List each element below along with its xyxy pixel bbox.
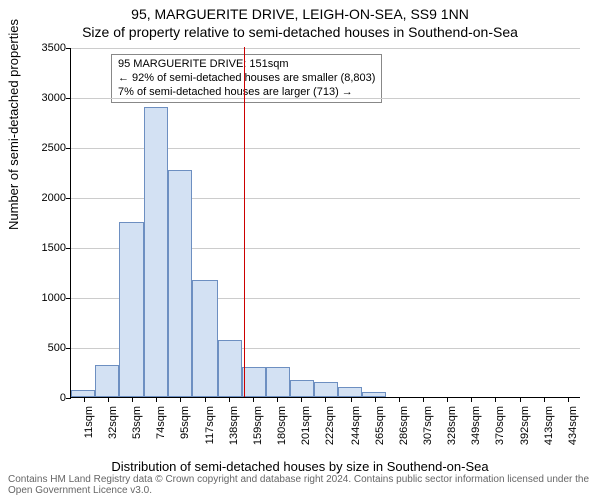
y-tick	[66, 48, 71, 49]
y-tick	[66, 198, 71, 199]
y-tick-label: 1500	[26, 242, 66, 254]
y-tick	[66, 248, 71, 249]
x-tick	[108, 397, 109, 402]
x-tick	[423, 397, 424, 402]
gridline	[71, 48, 580, 49]
x-tick-label: 180sqm	[276, 406, 288, 448]
x-tick	[84, 397, 85, 402]
x-tick	[399, 397, 400, 402]
histogram-bar	[168, 170, 192, 398]
x-tick-label: 307sqm	[422, 406, 434, 448]
x-tick-label: 11sqm	[83, 406, 95, 448]
x-tick	[229, 397, 230, 402]
y-tick	[66, 148, 71, 149]
x-tick	[253, 397, 254, 402]
histogram-bar	[242, 367, 266, 397]
x-tick-label: 434sqm	[567, 406, 579, 448]
x-tick-label: 95sqm	[179, 406, 191, 448]
x-tick	[471, 397, 472, 402]
attribution-text: Contains HM Land Registry data © Crown c…	[8, 474, 592, 496]
x-tick	[156, 397, 157, 402]
x-tick-label: 201sqm	[300, 406, 312, 448]
x-tick	[180, 397, 181, 402]
histogram-bar	[266, 367, 290, 397]
x-tick-label: 74sqm	[155, 406, 167, 448]
x-axis-label: Distribution of semi-detached houses by …	[0, 459, 600, 474]
x-tick-label: 117sqm	[204, 406, 216, 448]
x-tick-label: 392sqm	[519, 406, 531, 448]
histogram-bar	[338, 387, 362, 397]
reference-line	[244, 47, 245, 397]
x-tick-label: 159sqm	[252, 406, 264, 448]
x-tick-label: 265sqm	[374, 406, 386, 448]
x-tick	[205, 397, 206, 402]
y-tick	[66, 298, 71, 299]
x-tick	[568, 397, 569, 402]
y-tick-label: 3000	[26, 92, 66, 104]
y-tick-label: 0	[26, 392, 66, 404]
x-tick	[132, 397, 133, 402]
x-tick-label: 349sqm	[470, 406, 482, 448]
histogram-bar	[95, 365, 119, 398]
x-tick-label: 222sqm	[324, 406, 336, 448]
x-tick-label: 286sqm	[398, 406, 410, 448]
x-tick	[375, 397, 376, 402]
x-tick-label: 244sqm	[350, 406, 362, 448]
histogram-bar	[218, 340, 242, 398]
y-tick-label: 3500	[26, 42, 66, 54]
x-tick	[495, 397, 496, 402]
x-tick-label: 413sqm	[543, 406, 555, 448]
histogram-bar	[192, 280, 217, 398]
histogram-bar	[290, 380, 314, 398]
x-tick	[544, 397, 545, 402]
x-tick-label: 138sqm	[228, 406, 240, 448]
x-tick	[277, 397, 278, 402]
x-tick-label: 370sqm	[494, 406, 506, 448]
chart-title-line2: Size of property relative to semi-detach…	[0, 24, 600, 40]
histogram-bar	[144, 107, 168, 397]
y-tick-label: 500	[26, 342, 66, 354]
x-tick-label: 328sqm	[446, 406, 458, 448]
annotation-line-2: ← 92% of semi-detached houses are smalle…	[118, 72, 375, 86]
histogram-bar	[71, 390, 95, 398]
x-tick	[520, 397, 521, 402]
y-tick	[66, 398, 71, 399]
y-tick-label: 1000	[26, 292, 66, 304]
y-tick	[66, 348, 71, 349]
histogram-bar	[314, 382, 338, 397]
chart-title-line1: 95, MARGUERITE DRIVE, LEIGH-ON-SEA, SS9 …	[0, 6, 600, 22]
x-tick-label: 53sqm	[131, 406, 143, 448]
gridline	[71, 98, 580, 99]
y-tick	[66, 98, 71, 99]
x-tick	[447, 397, 448, 402]
annotation-box: 95 MARGUERITE DRIVE: 151sqm ← 92% of sem…	[111, 54, 382, 103]
x-tick	[351, 397, 352, 402]
y-axis-label: Number of semi-detached properties	[6, 19, 21, 230]
x-tick	[301, 397, 302, 402]
histogram-plot: 95 MARGUERITE DRIVE: 151sqm ← 92% of sem…	[70, 48, 580, 398]
y-tick-label: 2000	[26, 192, 66, 204]
x-tick	[325, 397, 326, 402]
histogram-bar	[119, 222, 144, 397]
y-tick-label: 2500	[26, 142, 66, 154]
annotation-line-1: 95 MARGUERITE DRIVE: 151sqm	[118, 58, 375, 72]
x-tick-label: 32sqm	[107, 406, 119, 448]
